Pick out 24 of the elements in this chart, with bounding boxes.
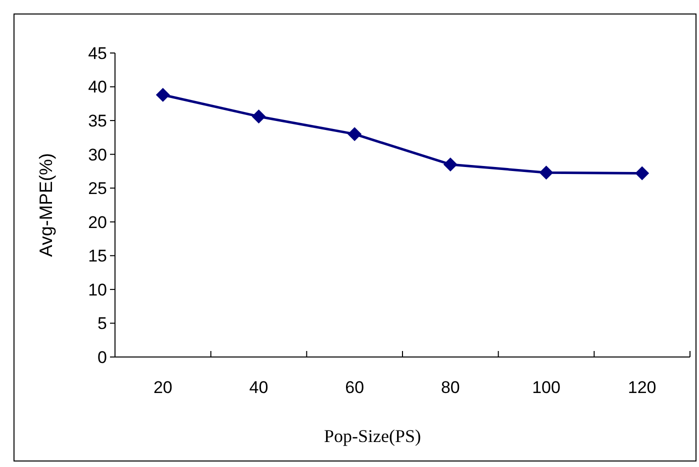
y-tick-label: 0 xyxy=(98,348,107,367)
y-tick-label: 40 xyxy=(88,78,107,97)
y-tick-label: 30 xyxy=(88,145,107,164)
x-tick-label: 20 xyxy=(153,378,172,397)
y-axis-title: Avg-MPE(%) xyxy=(36,153,56,257)
y-tick-label: 20 xyxy=(88,212,107,232)
point xyxy=(539,166,554,180)
x-tick-label: 40 xyxy=(249,378,268,397)
y-tick-label: 15 xyxy=(88,246,107,266)
y-tick-label: 10 xyxy=(88,280,107,300)
point xyxy=(348,127,362,142)
point xyxy=(252,110,266,124)
x-tick-label: 60 xyxy=(345,378,364,397)
x-tick-label: 80 xyxy=(440,378,460,397)
point xyxy=(635,166,650,180)
y-tick-label: 5 xyxy=(98,314,107,334)
y-tick-label: 25 xyxy=(88,179,107,198)
x-tick-label: 100 xyxy=(532,378,560,397)
y-tick-label: 35 xyxy=(88,112,107,131)
point xyxy=(443,157,458,172)
x-tick-label: 120 xyxy=(628,378,656,397)
x-axis-title: Pop-Size(PS) xyxy=(324,426,422,446)
y-tick-label: 45 xyxy=(88,44,107,63)
point xyxy=(156,88,170,102)
